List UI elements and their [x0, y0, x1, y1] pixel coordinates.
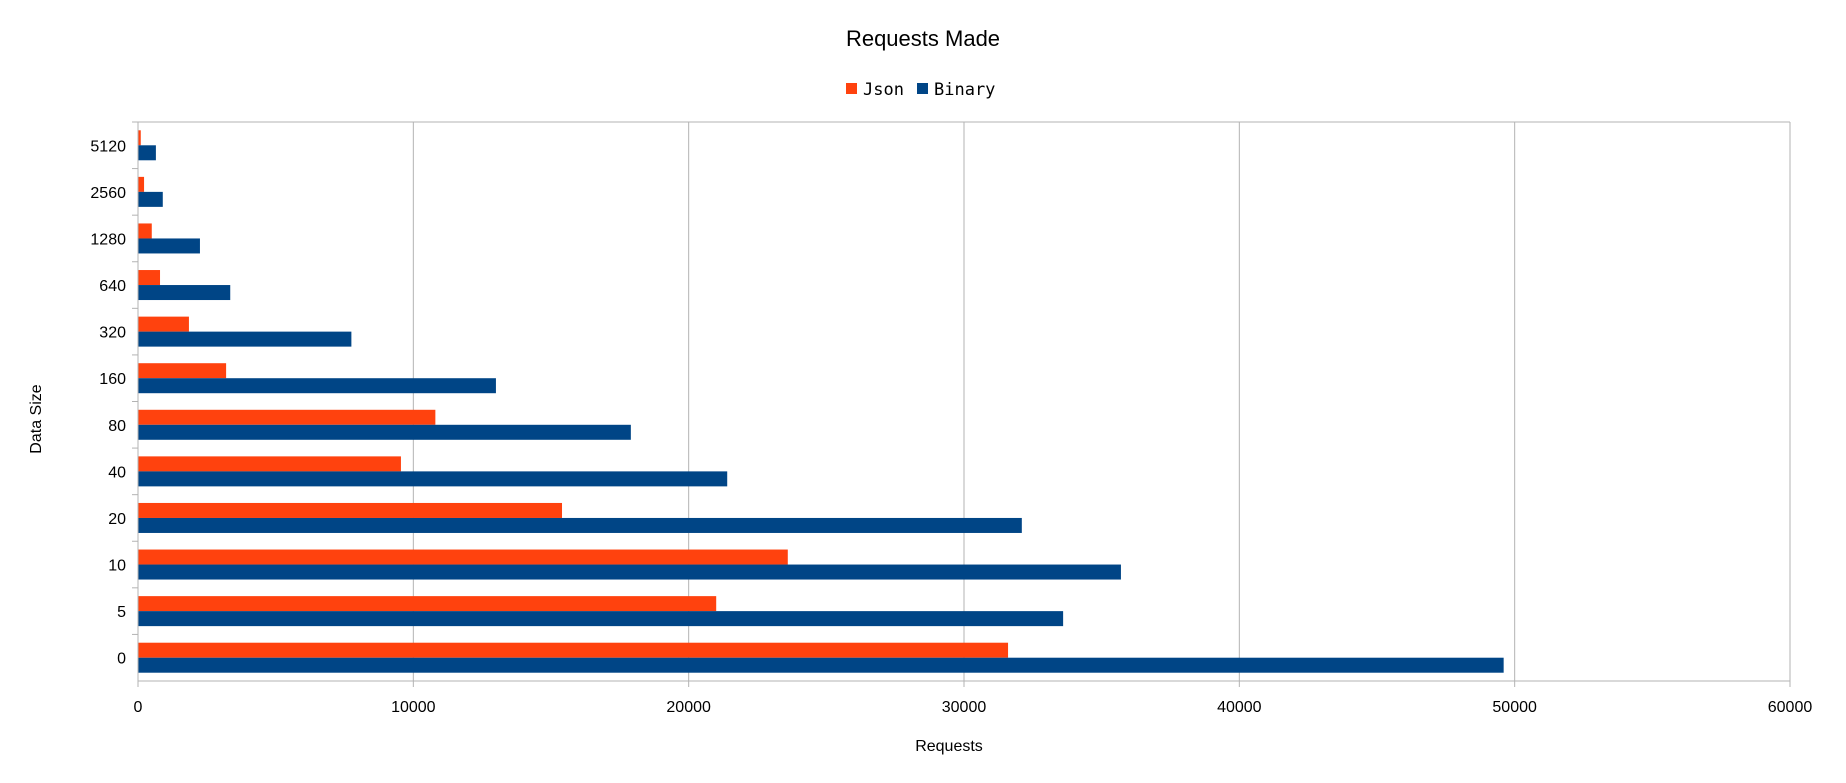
y-tick-label: 160: [99, 371, 126, 388]
legend-swatch-binary: [917, 83, 928, 94]
y-tick-labels: 0 5 10 20 40 80 160 320 640 1280 2560 5120: [90, 138, 126, 667]
x-tick-label: 60000: [1768, 699, 1813, 716]
bar-json-2560: [138, 176, 145, 192]
bar-json-5120: [138, 130, 141, 146]
bar-json-5: [138, 596, 717, 612]
bar-json-0: [138, 642, 1009, 658]
bar-binary-20: [138, 517, 1022, 533]
x-tick-label: 40000: [1217, 699, 1262, 716]
bar-json-320: [138, 316, 189, 332]
y-tick-label: 40: [108, 464, 126, 481]
gridlines: [138, 121, 1791, 681]
x-tick-labels: 0 10000 20000 30000 40000 50000 60000: [134, 699, 1813, 716]
y-tick-label: 20: [108, 511, 126, 528]
bar-json-20: [138, 502, 563, 518]
x-tick-label: 30000: [942, 699, 987, 716]
bar-binary-80: [138, 424, 631, 440]
bar-json-640: [138, 270, 161, 286]
bar-binary-5120: [138, 145, 156, 161]
bar-binary-2560: [138, 191, 163, 207]
x-tick-label: 0: [134, 699, 143, 716]
bar-binary-0: [138, 657, 1504, 673]
legend-label-json: Json: [863, 80, 904, 100]
bar-binary-1280: [138, 238, 200, 254]
y-tick-label: 0: [117, 651, 126, 668]
legend-swatch-json: [846, 83, 857, 94]
y-tick-label: 1280: [90, 231, 126, 248]
bar-binary-40: [138, 471, 728, 487]
axes: [132, 121, 1791, 687]
y-tick-label: 5120: [90, 138, 126, 155]
bar-json-160: [138, 363, 227, 379]
x-tick-label: 50000: [1492, 699, 1537, 716]
y-tick-label: 320: [99, 325, 126, 342]
bars: [138, 130, 1504, 673]
bar-binary-160: [138, 378, 496, 394]
y-tick-label: 80: [108, 418, 126, 435]
x-tick-label: 20000: [666, 699, 711, 716]
bar-json-1280: [138, 223, 152, 239]
y-tick-label: 10: [108, 558, 126, 575]
x-axis-title: Requests: [915, 738, 983, 755]
bar-binary-320: [138, 331, 352, 347]
legend-label-binary: Binary: [934, 80, 995, 100]
x-tick-label: 10000: [391, 699, 436, 716]
y-axis-title: Data Size: [28, 384, 45, 453]
bar-binary-10: [138, 564, 1121, 580]
legend: Json Binary: [846, 80, 995, 100]
bar-json-80: [138, 409, 436, 425]
bar-json-10: [138, 549, 788, 565]
chart-title: Requests Made: [846, 26, 1000, 51]
bar-json-40: [138, 456, 401, 472]
y-tick-label: 5: [117, 604, 126, 621]
y-tick-label: 640: [99, 278, 126, 295]
y-tick-label: 2560: [90, 185, 126, 202]
bar-binary-640: [138, 285, 231, 301]
bar-binary-5: [138, 611, 1064, 627]
